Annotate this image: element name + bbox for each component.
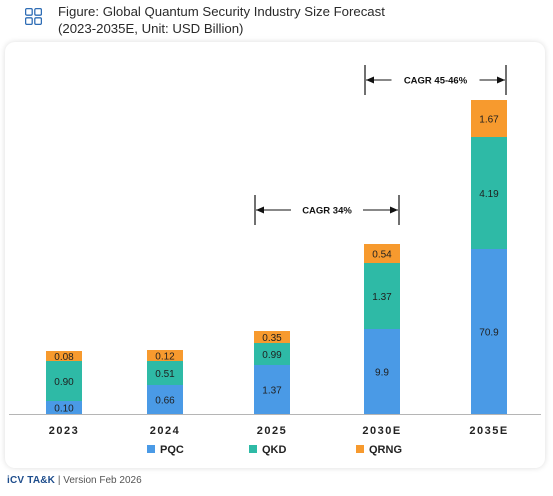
x-tick-label-2023: 2023 bbox=[49, 425, 79, 437]
bar-segment-pqc-2025 bbox=[254, 365, 290, 414]
bar-segment-pqc-2030e bbox=[364, 329, 400, 414]
legend-swatch-qkd bbox=[249, 445, 257, 453]
data-label-qkd-2030e: 1.37 bbox=[372, 292, 392, 303]
cagr-2-arrowhead-right bbox=[497, 76, 505, 84]
x-tick-label-2030e: 2030E bbox=[362, 425, 401, 437]
bar-segment-qrng-2023 bbox=[46, 351, 82, 361]
bar-segment-pqc-2024 bbox=[147, 385, 183, 414]
chart-panel: 0.10 0.90 0.08 2023 0.66 0.51 0.12 2024 1.37 0.99… bbox=[5, 42, 545, 468]
cagr-2-arrowhead-left bbox=[366, 76, 374, 84]
data-label-pqc-2030e: 9.9 bbox=[375, 367, 389, 378]
cagr-1-arrowhead-right bbox=[390, 206, 398, 214]
data-label-qrng-2030e: 0.54 bbox=[372, 249, 392, 260]
data-label-qrng-2035e: 1.67 bbox=[479, 114, 499, 125]
cagr-1-label: CAGR 34% bbox=[302, 206, 352, 217]
chart-title: Figure: Global Quantum Security Industry… bbox=[58, 4, 385, 19]
data-label-qrng-2025: 0.35 bbox=[262, 333, 282, 344]
legend-label-pqc: PQC bbox=[160, 444, 184, 456]
data-label-pqc-2025: 1.37 bbox=[262, 385, 282, 396]
chart-subtitle: (2023-2035E, Unit: USD Billion) bbox=[58, 21, 244, 36]
chart-header: Figure: Global Quantum Security Industry… bbox=[0, 0, 553, 40]
x-tick-label-2025: 2025 bbox=[257, 425, 287, 437]
x-tick-label-2024: 2024 bbox=[150, 425, 180, 437]
x-tick-label-2035e: 2035E bbox=[469, 425, 508, 437]
footer-brand: iCV TA&K bbox=[7, 475, 56, 486]
cagr-1-arrowhead-left bbox=[256, 206, 264, 214]
bar-segment-qrng-2025 bbox=[254, 331, 290, 343]
bar-segment-qrng-2030e bbox=[364, 244, 400, 263]
stacked-bar-chart: 0.10 0.90 0.08 2023 0.66 0.51 0.12 2024 1.37 0.99… bbox=[9, 65, 541, 456]
footer-version: | Version Feb 2026 bbox=[57, 475, 142, 486]
bar-segment-qrng-2024 bbox=[147, 350, 183, 361]
data-label-qkd-2025: 0.99 bbox=[262, 350, 282, 361]
legend-swatch-qrng bbox=[356, 445, 364, 453]
data-label-qkd-2023: 0.90 bbox=[54, 377, 74, 388]
bar-segment-qkd-2024 bbox=[147, 361, 183, 385]
bar-segment-pqc-2035e bbox=[471, 249, 507, 414]
cagr-2-label: CAGR 45-46% bbox=[404, 76, 468, 87]
bar-segment-qkd-2030e bbox=[364, 263, 400, 329]
data-label-qrng-2023: 0.08 bbox=[54, 352, 74, 363]
footer: iCV TA&K | Version Feb 2026 bbox=[7, 475, 142, 486]
data-label-qrng-2024: 0.12 bbox=[155, 351, 175, 362]
bar-segment-qkd-2035e bbox=[471, 137, 507, 249]
grid-icon bbox=[25, 8, 42, 25]
data-label-qkd-2024: 0.51 bbox=[155, 369, 175, 380]
data-label-pqc-2024: 0.66 bbox=[155, 395, 175, 406]
data-label-pqc-2035e: 70.9 bbox=[479, 327, 499, 338]
legend-swatch-pqc bbox=[147, 445, 155, 453]
bar-segment-pqc-2023 bbox=[46, 401, 82, 414]
data-label-qkd-2035e: 4.19 bbox=[479, 189, 499, 200]
data-label-pqc-2023: 0.10 bbox=[54, 403, 74, 414]
bar-segment-qrng-2035e bbox=[471, 100, 507, 137]
bar-segment-qkd-2025 bbox=[254, 343, 290, 365]
bar-segment-qkd-2023 bbox=[46, 361, 82, 401]
legend-label-qkd: QKD bbox=[262, 444, 287, 456]
legend-label-qrng: QRNG bbox=[369, 444, 402, 456]
